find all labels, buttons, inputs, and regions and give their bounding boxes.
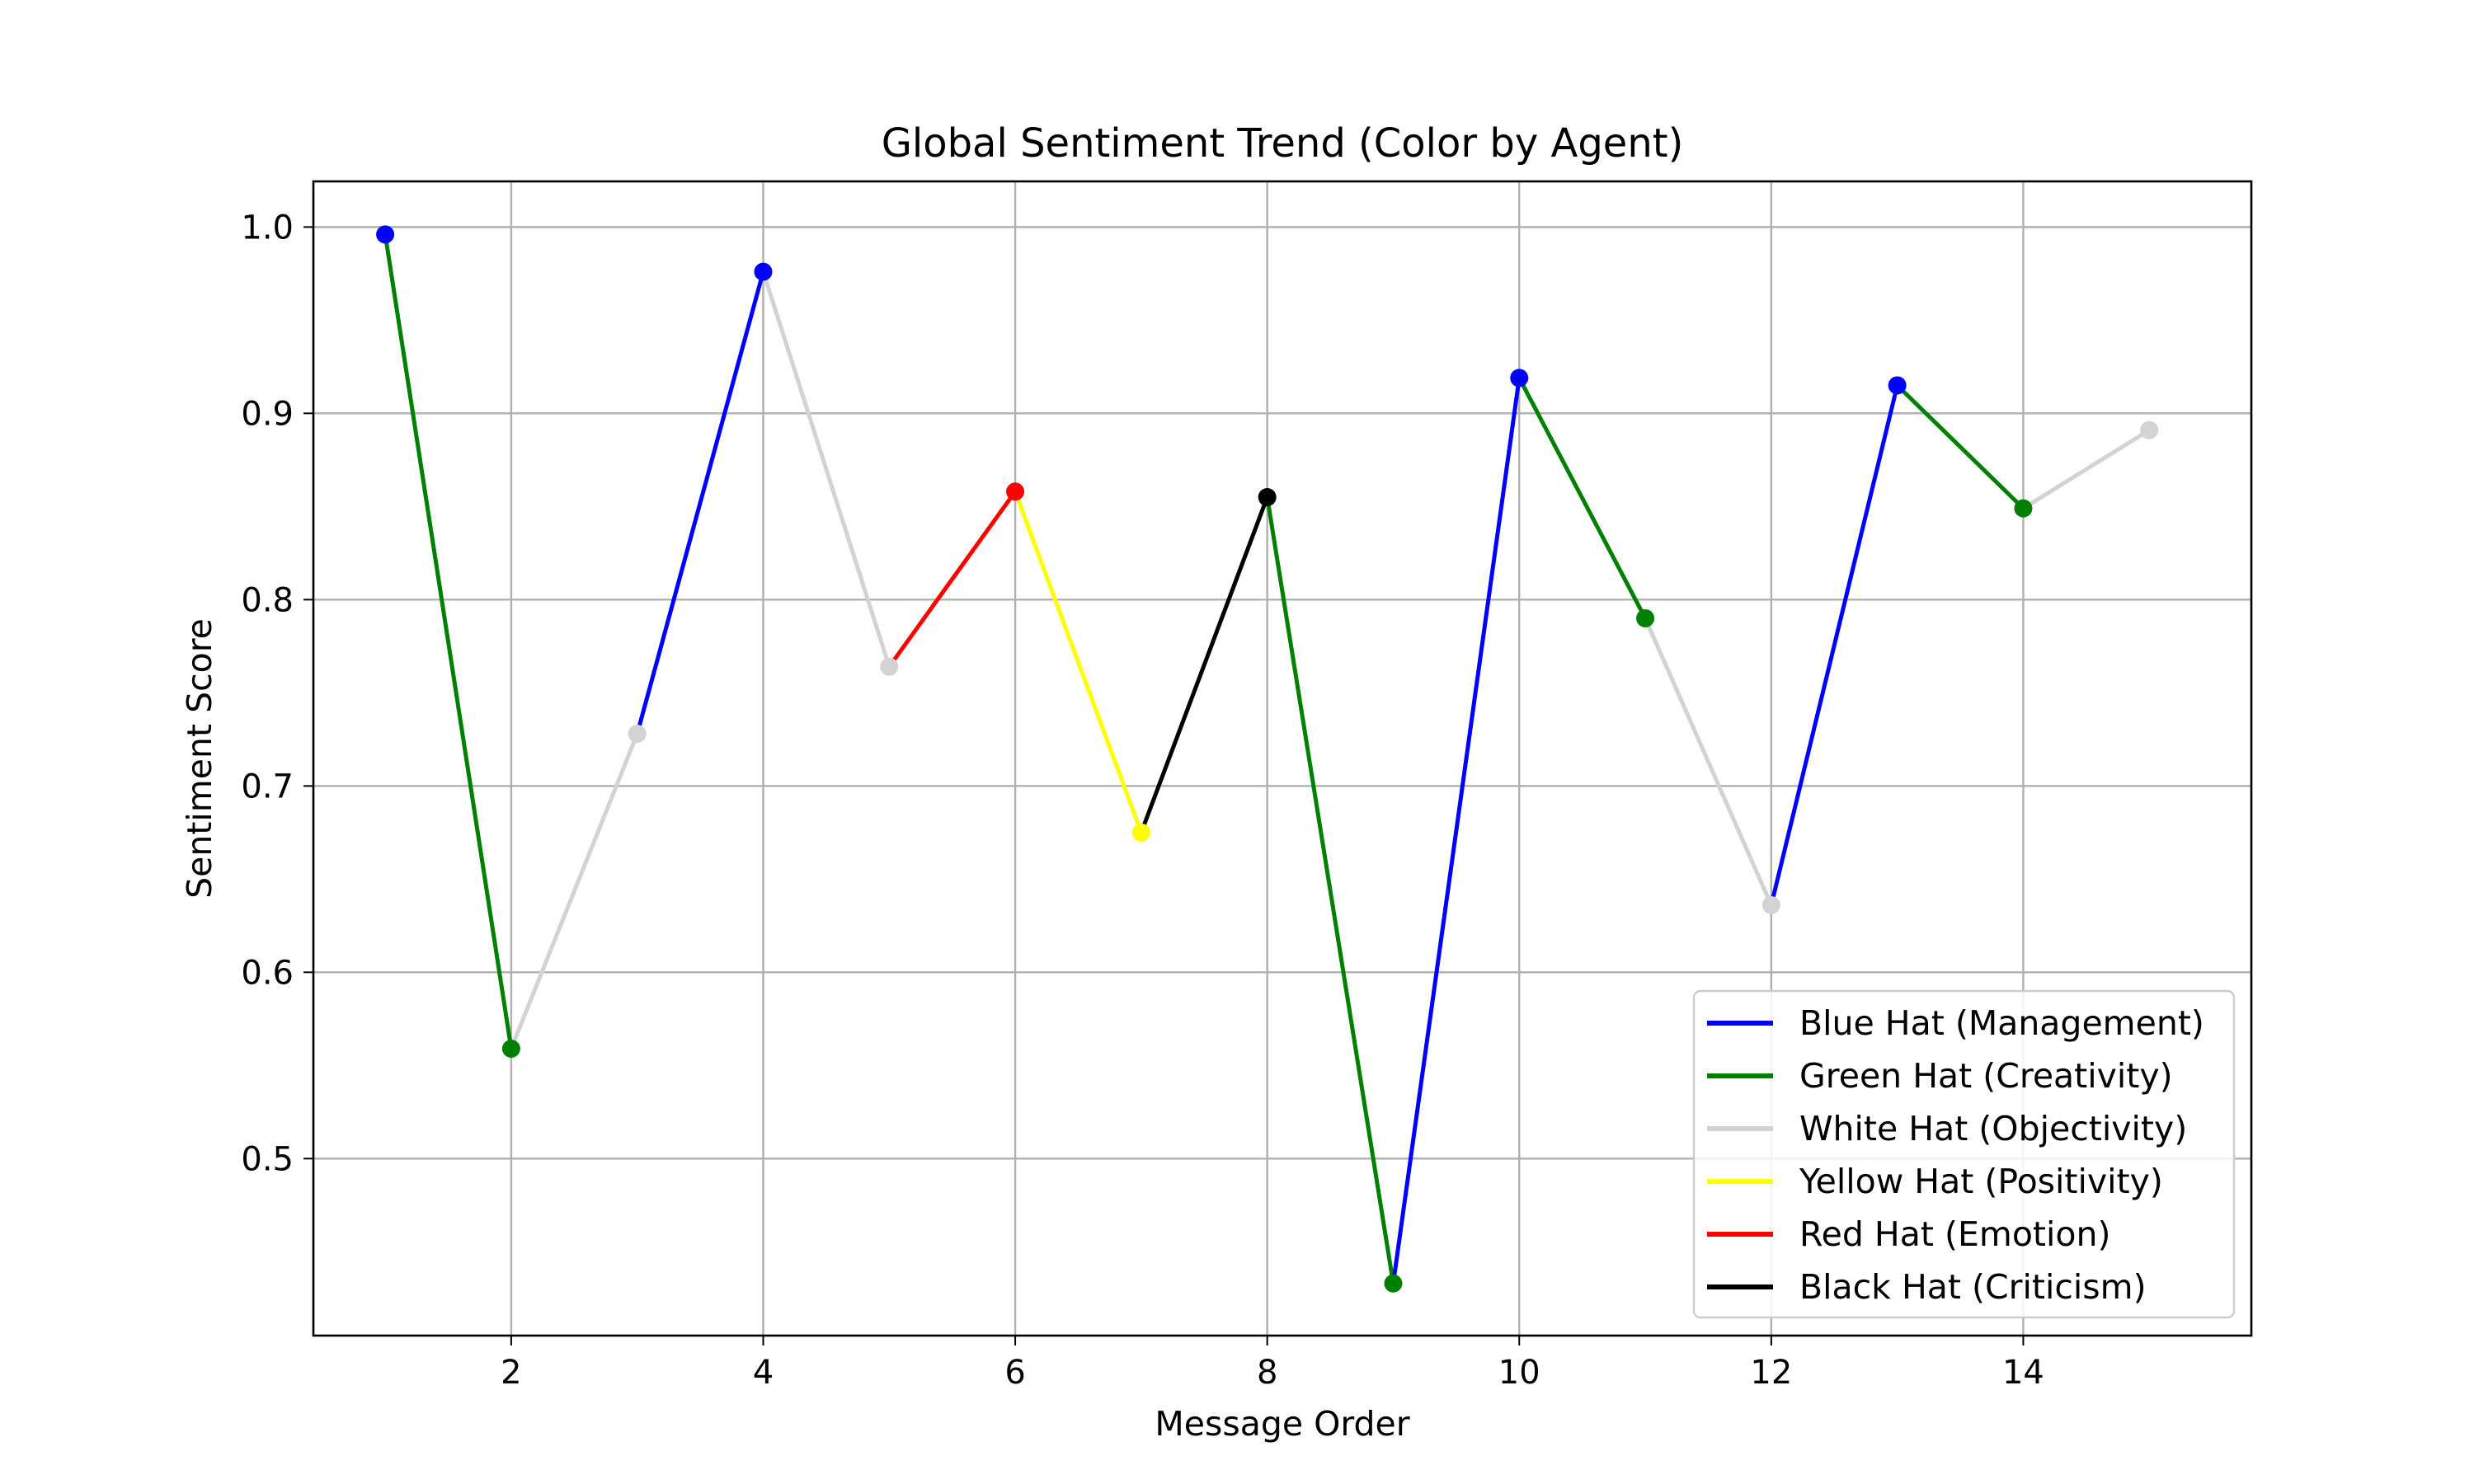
series-segment-white (2022, 428, 2151, 510)
series-segment-green (1517, 377, 1648, 620)
data-point-blue (1888, 376, 1907, 395)
x-tick-label: 2 (501, 1354, 521, 1392)
series-segment-blue (635, 270, 765, 735)
series-segment-green (383, 234, 514, 1050)
legend-box (1692, 989, 2236, 1319)
legend: Blue Hat (Management) Green Hat (Creativi… (1692, 989, 2236, 1319)
x-tick-label: 4 (753, 1354, 774, 1392)
legend-label-black: Black Hat (Criticism) (1799, 1267, 2147, 1307)
series-segment-blue (1390, 378, 1522, 1284)
y-tick-label: 0.9 (241, 395, 294, 433)
y-tick-label: 0.6 (241, 954, 294, 992)
ticks: 2 4 6 8 10 12 14 0.5 0.6 0.7 0.8 0.9 1.0 (241, 209, 2044, 1392)
data-point-white (880, 657, 899, 676)
y-tick-label: 1.0 (241, 209, 294, 247)
x-axis-label: Message Order (1155, 1404, 1409, 1444)
data-point-blue (1510, 369, 1529, 387)
data-point-white (628, 725, 647, 744)
x-tick-label: 10 (1498, 1354, 1540, 1392)
series-segment-yellow (1013, 491, 1144, 834)
data-point-green (2014, 499, 2033, 518)
series-segment-white (761, 270, 891, 668)
y-axis-label: Sentiment Score (180, 618, 219, 899)
x-tick-label: 6 (1004, 1354, 1025, 1392)
x-tick-label: 12 (1750, 1354, 1792, 1392)
legend-label-blue: Blue Hat (Management) (1799, 1003, 2204, 1043)
data-point-white (2140, 420, 2159, 439)
plot-frame (312, 180, 2253, 1337)
series-segment-white (1643, 617, 1774, 906)
x-tick-label: 14 (2002, 1354, 2044, 1392)
series-segment-black (1139, 496, 1270, 834)
series-segment-green (1265, 496, 1395, 1284)
data-point-blue (754, 262, 773, 281)
data-point-green (501, 1039, 520, 1058)
legend-label-yellow: Yellow Hat (Positivity) (1799, 1162, 2163, 1201)
series (376, 225, 2159, 1293)
data-point-yellow (1131, 823, 1150, 842)
legend-label-red: Red Hat (Emotion) (1799, 1214, 2110, 1254)
series-segment-green (1895, 383, 2025, 510)
legend-label-white: White Hat (Objectivity) (1799, 1109, 2187, 1148)
x-tick-label: 8 (1257, 1354, 1277, 1392)
data-point-black (1258, 488, 1277, 507)
legend-label-green: Green Hat (Creativity) (1799, 1056, 2173, 1096)
series-segment-red (887, 490, 1018, 669)
data-point-green (1636, 608, 1655, 627)
y-tick-label: 0.5 (241, 1140, 294, 1178)
chart-title: Global Sentiment Trend (Color by Agent) (882, 120, 1684, 167)
data-point-red (1006, 482, 1025, 501)
data-point-white (1761, 895, 1780, 914)
series-segment-blue (1769, 384, 1900, 906)
y-tick-label: 0.8 (241, 581, 294, 619)
data-point-blue (376, 225, 395, 244)
series-segment-white (509, 733, 640, 1050)
data-point-green (1384, 1274, 1403, 1293)
y-tick-label: 0.7 (241, 768, 294, 805)
